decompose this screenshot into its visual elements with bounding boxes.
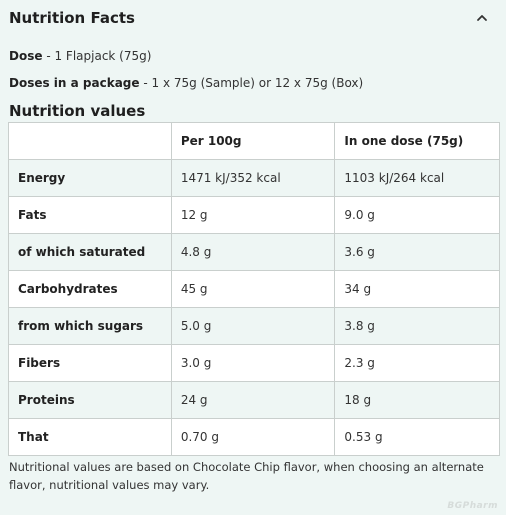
table-header-cell: In one dose (75g) [334, 122, 500, 160]
nutrient-name: Energy [8, 159, 172, 197]
table-row: Fibers 3.0 g 2.3 g [8, 344, 500, 382]
per-dose-value: 34 g [334, 270, 500, 308]
dose-value: 1 Flapjack (75g) [54, 49, 152, 63]
table-row: Fats 12 g 9.0 g [8, 196, 500, 234]
doses-per-package-separator: - [139, 76, 152, 90]
nutrient-name: from which sugars [8, 307, 172, 345]
per-dose-value: 0.53 g [334, 418, 500, 456]
per-100g-value: 45 g [170, 270, 336, 308]
watermark: BGPharm [447, 501, 498, 511]
table-row: of which saturated 4.8 g 3.6 g [8, 233, 500, 271]
dose-separator: - [42, 49, 55, 63]
per-dose-value: 18 g [334, 381, 500, 419]
per-100g-value: 24 g [170, 381, 336, 419]
per-100g-value: 4.8 g [170, 233, 336, 271]
per-dose-value: 9.0 g [334, 196, 500, 234]
doses-per-package-label: Doses in a package [9, 76, 140, 90]
table-row: That 0.70 g 0.53 g [8, 418, 500, 456]
dose-label: Dose [9, 49, 43, 63]
chevron-up-icon[interactable] [472, 8, 492, 28]
table-row: from which sugars 5.0 g 3.8 g [8, 307, 500, 345]
table-row: Proteins 24 g 18 g [8, 381, 500, 419]
nutrient-name: Fats [8, 196, 172, 234]
per-100g-value: 3.0 g [170, 344, 336, 382]
section-title: Nutrition values [9, 102, 146, 120]
per-100g-value: 5.0 g [170, 307, 336, 345]
per-dose-value: 3.6 g [334, 233, 500, 271]
nutrient-name: Fibers [8, 344, 172, 382]
nutrition-table: Per 100g In one dose (75g) Energy 1471 k… [8, 122, 500, 456]
table-row: Carbohydrates 45 g 34 g [8, 270, 500, 308]
per-dose-value: 1103 kJ/264 kcal [334, 159, 500, 197]
table-header-cell [8, 122, 172, 160]
per-dose-value: 3.8 g [334, 307, 500, 345]
per-dose-value: 2.3 g [334, 344, 500, 382]
nutrient-name: Carbohydrates [8, 270, 172, 308]
nutrient-name: That [8, 418, 172, 456]
nutrient-name: Proteins [8, 381, 172, 419]
accordion-header[interactable]: Nutrition Facts [0, 0, 506, 38]
table-header-row: Per 100g In one dose (75g) [8, 122, 500, 160]
doses-per-package-line: Doses in a package - 1 x 75g (Sample) or… [9, 76, 363, 90]
flavor-note: Nutritional values are based on Chocolat… [9, 460, 484, 492]
per-100g-value: 1471 kJ/352 kcal [170, 159, 336, 197]
accordion-title: Nutrition Facts [9, 9, 135, 27]
doses-per-package-value: 1 x 75g (Sample) or 12 x 75g (Box) [151, 76, 364, 90]
table-row: Energy 1471 kJ/352 kcal 1103 kJ/264 kcal [8, 159, 500, 197]
dose-line: Dose - 1 Flapjack (75g) [9, 49, 151, 63]
per-100g-value: 12 g [170, 196, 336, 234]
table-header-cell: Per 100g [170, 122, 336, 160]
per-100g-value: 0.70 g [170, 418, 336, 456]
nutrient-name: of which saturated [8, 233, 172, 271]
